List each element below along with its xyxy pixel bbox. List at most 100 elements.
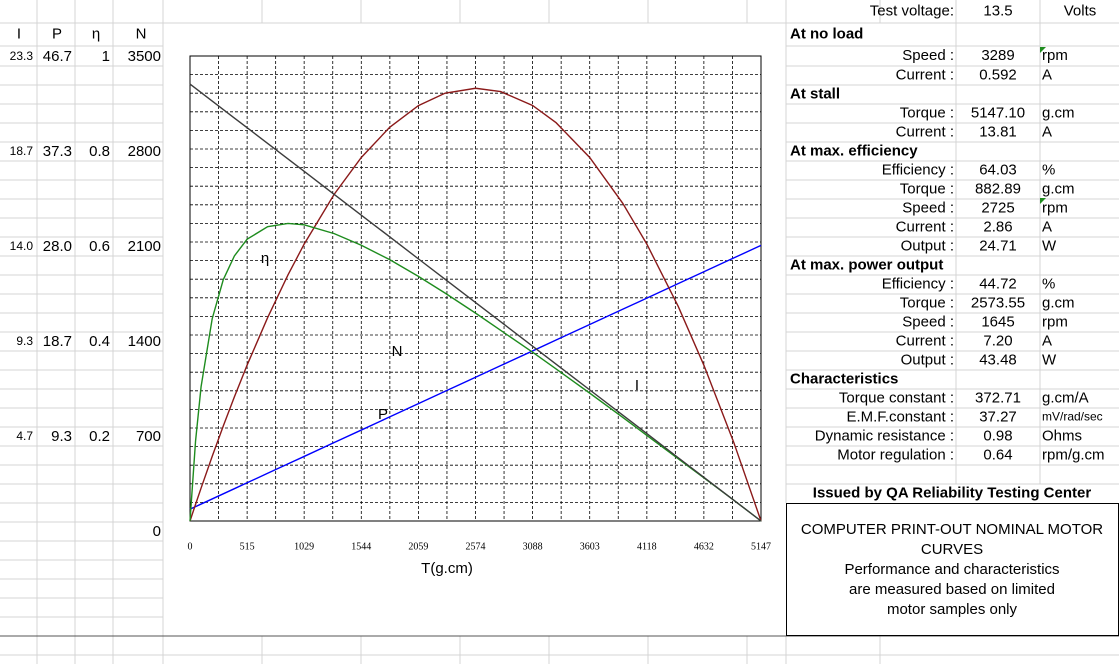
comment-marker xyxy=(1040,198,1046,204)
chart: 0 515 1029 1544 2059 2574 3088 3603 4118 4632 5147… xyxy=(188,55,771,577)
x-tick-label: 4118 xyxy=(637,541,657,552)
spec-unit: Ohms xyxy=(1042,427,1082,444)
x-tick-label: 5147 xyxy=(751,541,771,552)
x-tick-label: 2574 xyxy=(466,541,486,552)
series-line xyxy=(189,83,762,522)
x-tick-label: 0 xyxy=(188,541,193,552)
spec-value: 882.89 xyxy=(975,180,1021,197)
y-tick-label: 9.3 xyxy=(51,428,72,445)
spec-unit: Volts xyxy=(1064,2,1097,19)
note-line: are measured based on limited xyxy=(849,581,1055,598)
x-tick-label: 2059 xyxy=(408,541,428,552)
spec-value: 3289 xyxy=(981,47,1014,64)
section-title: At max. efficiency xyxy=(790,142,918,159)
y-tick-label: 9.3 xyxy=(16,334,33,348)
spec-label: Torque constant : xyxy=(839,389,954,406)
spec-unit: A xyxy=(1042,66,1052,83)
comment-marker xyxy=(1040,47,1046,53)
spec-unit: g.cm/A xyxy=(1042,389,1089,406)
x-tick-label: 4632 xyxy=(694,541,714,552)
spec-label: Torque : xyxy=(900,294,954,311)
spec-value: 13.5 xyxy=(983,2,1012,19)
spec-value: 0.592 xyxy=(979,66,1017,83)
plot-frame xyxy=(189,55,762,522)
series-line xyxy=(189,87,762,522)
x-tick-label: 1029 xyxy=(294,541,314,552)
axis-header: P xyxy=(52,25,62,42)
spec-unit: g.cm xyxy=(1042,104,1075,121)
y-tick-label: 4.7 xyxy=(16,429,33,443)
section-title: Characteristics xyxy=(790,370,898,387)
spec-value: 37.27 xyxy=(979,408,1017,425)
spec-value: 44.72 xyxy=(979,275,1017,292)
spec-label: Speed : xyxy=(902,313,954,330)
y-tick-label: 37.3 xyxy=(43,143,72,160)
y-tick-label: 700 xyxy=(136,428,161,445)
spec-unit: rpm/g.cm xyxy=(1042,446,1105,463)
spec-label: Current : xyxy=(896,66,954,83)
x-tick-label: 3088 xyxy=(523,541,543,552)
y-tick-label: 1400 xyxy=(128,333,161,350)
spec-value: 2573.55 xyxy=(971,294,1025,311)
spec-value: 5147.10 xyxy=(971,104,1025,121)
spec-unit: rpm xyxy=(1042,313,1068,330)
section-title: At max. power output xyxy=(790,256,943,273)
spec-unit: rpm xyxy=(1042,199,1068,216)
spec-unit: A xyxy=(1042,123,1052,140)
y-tick-label: 18.7 xyxy=(43,333,72,350)
spec-value: 372.71 xyxy=(975,389,1021,406)
spec-unit: W xyxy=(1042,351,1057,368)
axis-header: η xyxy=(92,25,100,42)
y-tick-label: 3500 xyxy=(128,48,161,65)
x-tick-label: 515 xyxy=(240,541,255,552)
spec-label: Test voltage: xyxy=(870,2,954,19)
y-tick-label: 18.7 xyxy=(10,144,34,158)
section-title: At stall xyxy=(790,85,840,102)
y-tick-label: 1 xyxy=(102,48,110,65)
spec-unit: A xyxy=(1042,218,1052,235)
y-tick-label: 0.8 xyxy=(89,143,110,160)
spec-unit: mV/rad/sec xyxy=(1042,410,1103,424)
y-tick-label: 2800 xyxy=(128,143,161,160)
spec-label: Current : xyxy=(896,123,954,140)
spec-panel: Test voltage: 13.5 Volts At no load Speed : 3… xyxy=(790,2,1105,618)
spec-value: 1645 xyxy=(981,313,1014,330)
y-tick-label: 0 xyxy=(153,523,161,540)
spec-unit: g.cm xyxy=(1042,180,1075,197)
spec-label: Torque : xyxy=(900,180,954,197)
note-line: motor samples only xyxy=(887,601,1018,618)
spec-label: Dynamic resistance : xyxy=(815,427,954,444)
axis-header: N xyxy=(136,25,147,42)
spec-unit: g.cm xyxy=(1042,294,1075,311)
series-label: P xyxy=(378,406,388,423)
spec-value: 43.48 xyxy=(979,351,1017,368)
spec-label: Current : xyxy=(896,218,954,235)
spec-label: Efficiency : xyxy=(882,275,954,292)
note-line: COMPUTER PRINT-OUT NOMINAL MOTOR xyxy=(801,521,1103,538)
spec-value: 0.64 xyxy=(983,446,1012,463)
spec-value: 2.86 xyxy=(983,218,1012,235)
y-tick-label: 0.4 xyxy=(89,333,110,350)
spec-value: 2725 xyxy=(981,199,1014,216)
issuer: Issued by QA Reliability Testing Center xyxy=(813,484,1092,501)
spec-value: 13.81 xyxy=(979,123,1017,140)
spec-value: 0.98 xyxy=(983,427,1012,444)
spec-label: Output : xyxy=(901,351,954,368)
x-axis-title: T(g.cm) xyxy=(421,560,473,577)
series-line xyxy=(189,244,762,510)
spec-unit: A xyxy=(1042,332,1052,349)
spec-value: 7.20 xyxy=(983,332,1012,349)
y-tick-label: 0.6 xyxy=(89,238,110,255)
x-tick-label: 1544 xyxy=(351,541,371,552)
axis-header: I xyxy=(17,25,21,42)
y-tick-label: 46.7 xyxy=(43,48,72,65)
spec-unit: W xyxy=(1042,237,1057,254)
y-tick-label: 23.3 xyxy=(10,49,34,63)
series-label: I xyxy=(635,377,639,394)
y-tick-label: 14.0 xyxy=(10,239,34,253)
series-label: N xyxy=(392,343,403,360)
spec-unit: % xyxy=(1042,275,1055,292)
section-title: At no load xyxy=(790,25,863,42)
